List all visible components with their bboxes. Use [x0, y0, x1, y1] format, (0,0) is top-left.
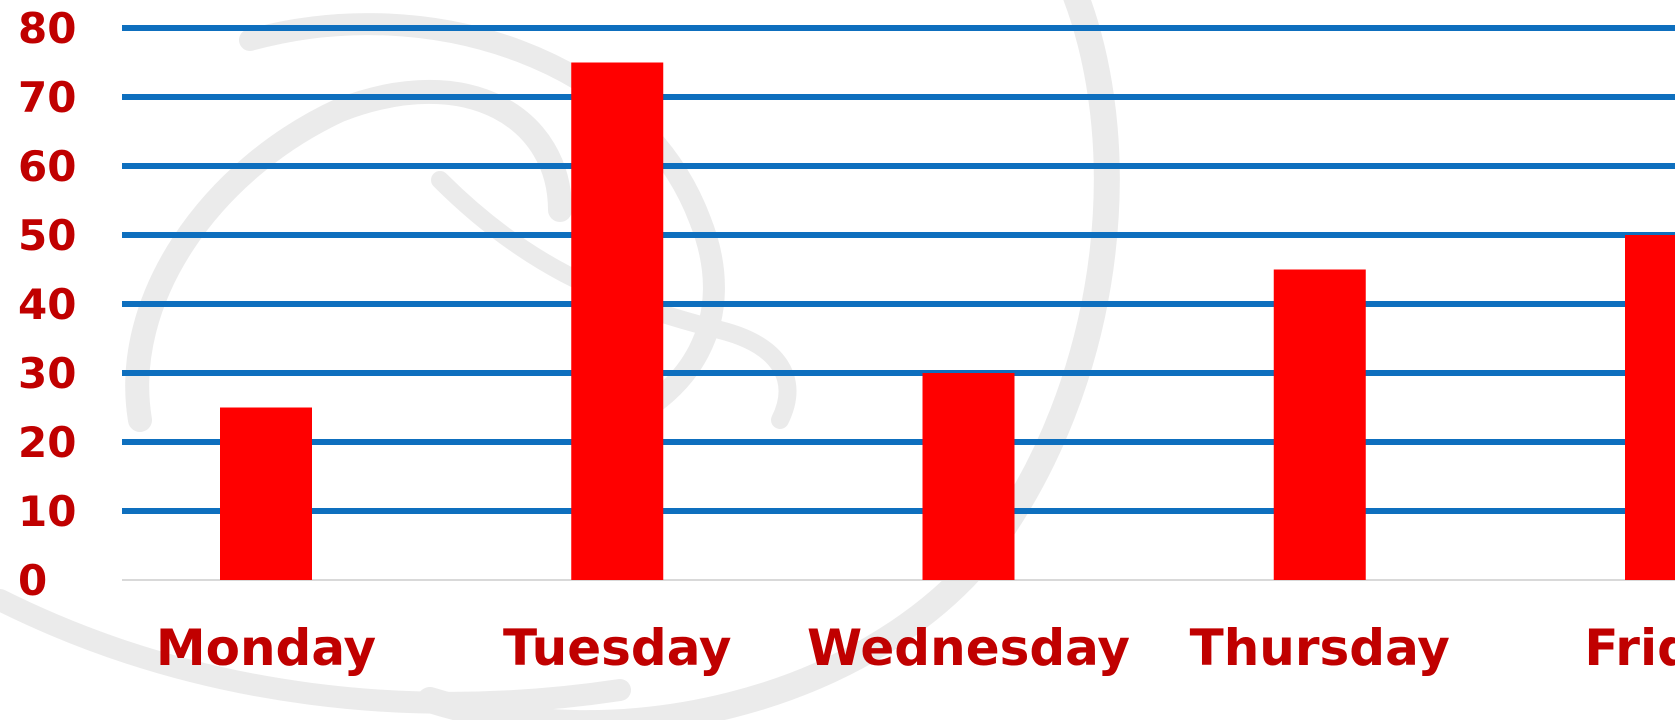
y-tick-label-10: 10 [18, 487, 76, 536]
watermark-curve-bottom [0, 589, 631, 714]
background-watermark [0, 0, 1120, 720]
bars [220, 62, 1675, 580]
bar-friday [1625, 235, 1675, 580]
watermark-curve-left [125, 79, 572, 432]
y-tick-label-50: 50 [18, 211, 76, 260]
y-tick-label-60: 60 [18, 142, 76, 191]
x-category-label-friday: Friday [1584, 619, 1675, 677]
x-category-label-wednesday: Wednesday [807, 619, 1130, 677]
y-axis-tick-labels: 0 10 20 30 40 50 60 70 80 [18, 4, 76, 605]
gridlines [122, 25, 1675, 581]
bar-tuesday [571, 62, 664, 580]
bar-monday [220, 407, 312, 580]
bar-thursday [1273, 269, 1366, 580]
x-axis-category-labels: Monday Tuesday Wednesday Thursday Friday [156, 619, 1675, 677]
x-category-label-tuesday: Tuesday [503, 619, 731, 677]
y-tick-label-40: 40 [18, 280, 76, 329]
y-tick-label-70: 70 [18, 73, 76, 122]
y-tick-label-80: 80 [18, 4, 76, 53]
bar-wednesday [922, 373, 1015, 580]
y-tick-label-30: 30 [18, 349, 76, 398]
x-category-label-thursday: Thursday [1190, 619, 1450, 677]
x-category-label-monday: Monday [156, 619, 376, 677]
y-tick-label-0: 0 [18, 556, 47, 605]
y-tick-label-20: 20 [18, 418, 76, 467]
